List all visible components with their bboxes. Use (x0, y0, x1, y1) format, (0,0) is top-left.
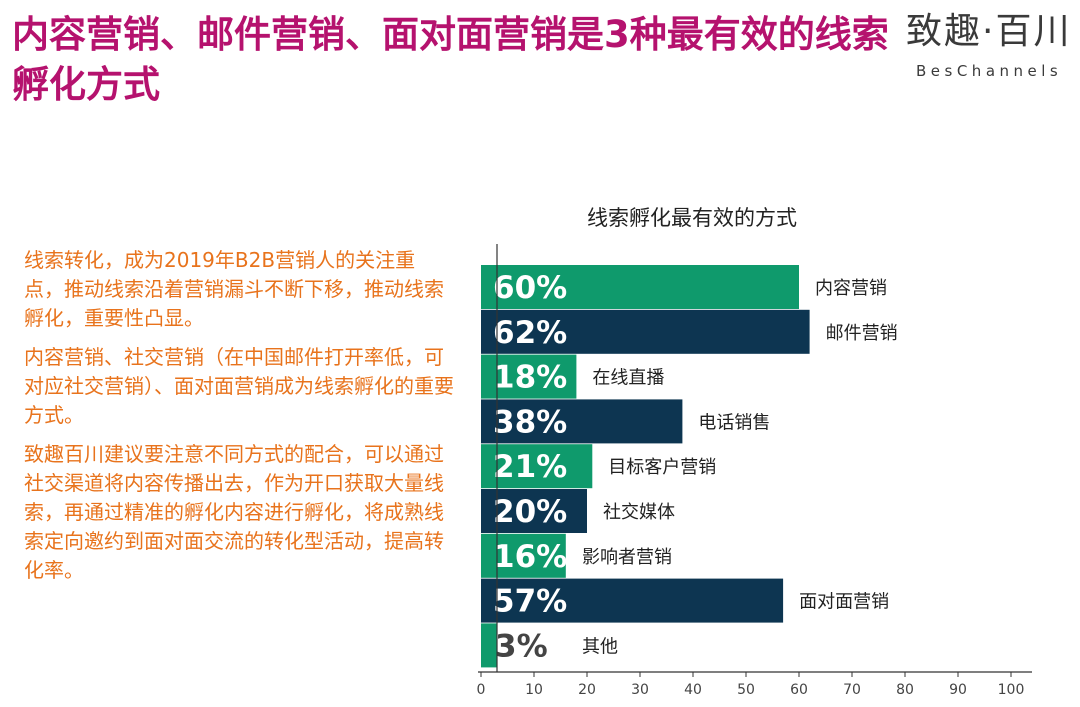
category-label-3: 电话销售 (698, 412, 770, 433)
bar-7 (481, 578, 784, 623)
chart-title: 线索孵化最有效的方式 (587, 206, 797, 230)
x-tick-label-5: 50 (737, 682, 755, 698)
summary-paragraph-1: 线索转化，成为2019年B2B营销人的关注重点，推动线索沿着营销漏斗不断下移，推… (24, 248, 444, 330)
x-tick-label-2: 20 (578, 682, 596, 698)
x-tick-label-4: 40 (684, 682, 702, 698)
logo-english-text: BesChannels (916, 62, 1063, 80)
x-tick-label-6: 60 (790, 682, 808, 698)
x-tick-label-9: 90 (949, 682, 967, 698)
bar-3 (481, 399, 683, 444)
bar-value-label-0: 60% (493, 270, 567, 306)
bar-value-label-4: 21% (493, 449, 567, 485)
bar-8 (481, 623, 497, 668)
category-label-6: 影响者营销 (582, 547, 672, 568)
category-label-7: 面对面营销 (799, 592, 889, 613)
bar-value-label-7: 57% (493, 584, 567, 620)
x-axis: 0 10 20 30 40 50 60 70 80 90 100 (477, 244, 1032, 698)
brand-logo: 致趣·百川 BesChannels (906, 10, 1076, 80)
bar-1 (481, 309, 810, 354)
bar-value-label-3: 38% (493, 404, 567, 440)
bar-value-label-2: 18% (493, 360, 567, 396)
bar-value-label-1: 62% (493, 315, 567, 351)
category-label-1: 邮件营销 (826, 323, 898, 344)
category-label-2: 在线直播 (592, 368, 664, 389)
page-title: 内容营销、邮件营销、面对面营销是3种最有效的线索孵化方式 (12, 13, 889, 106)
bar-5 (481, 489, 587, 533)
x-tick-label-7: 70 (843, 682, 861, 698)
bar-value-label-8: 3% (495, 628, 548, 664)
bar-0 (481, 265, 799, 309)
summary-paragraph-3: 致趣百川建议要注意不同方式的配合，可以通过社交渠道将内容传播出去，作为开口获取大… (24, 442, 444, 582)
x-tick-label-3: 30 (631, 682, 649, 698)
x-tick-label-8: 80 (896, 682, 914, 698)
x-tick-label-1: 10 (525, 682, 543, 698)
category-label-5: 社交媒体 (603, 502, 675, 523)
logo-chinese-text: 致趣·百川 (906, 11, 1072, 52)
bar-value-label-5: 20% (493, 494, 567, 530)
x-tick-label-10: 100 (998, 682, 1025, 698)
bars-layer: 60% 内容营销 62% 邮件营销 18% 在线直播 38% 电话销售 21% 目标客户营销 20%… (481, 265, 898, 668)
summary-paragraph-2: 内容营销、社交营销（在中国邮件打开率低，可对应社交营销）、面对面营销成为线索孵化… (24, 345, 454, 427)
category-label-4: 目标客户营销 (608, 457, 716, 478)
summary-text: 线索转化，成为2019年B2B营销人的关注重点，推动线索沿着营销漏斗不断下移，推… (24, 246, 454, 595)
bar-4 (481, 444, 593, 489)
category-label-0: 内容营销 (815, 278, 887, 299)
bar-6 (481, 533, 566, 578)
bar-value-label-6: 16% (493, 539, 567, 575)
x-tick-label-0: 0 (477, 682, 486, 698)
category-label-8: 其他 (582, 636, 618, 657)
